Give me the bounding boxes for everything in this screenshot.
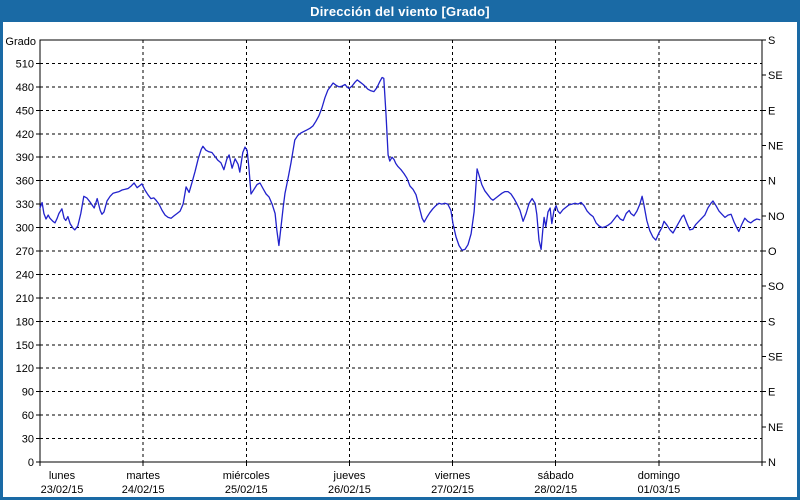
day-date-label: 28/02/15 — [534, 484, 577, 496]
y-tick-label: 240 — [16, 269, 34, 281]
y-tick-label: 210 — [16, 293, 34, 305]
y-tick-label: 90 — [22, 387, 34, 399]
y-tick-label: 300 — [16, 223, 34, 235]
compass-tick-label: SE — [768, 352, 783, 364]
compass-tick-label: S — [768, 316, 775, 328]
compass-tick-label: SO — [768, 281, 784, 293]
day-date-label: 23/02/15 — [41, 484, 84, 496]
compass-tick-label: N — [768, 176, 776, 188]
compass-tick-label: O — [768, 246, 777, 258]
day-name-label: miércoles — [223, 470, 271, 482]
compass-tick-label: E — [768, 105, 775, 117]
y-tick-label: 270 — [16, 246, 34, 258]
day-date-label: 27/02/15 — [431, 484, 474, 496]
compass-tick-label: NE — [768, 141, 783, 153]
y-tick-label: 450 — [16, 105, 34, 117]
day-name-label: lunes — [49, 470, 76, 482]
compass-tick-label: NO — [768, 211, 785, 223]
y-tick-label: 180 — [16, 316, 34, 328]
day-date-label: 24/02/15 — [122, 484, 165, 496]
day-name-label: domingo — [638, 470, 680, 482]
day-date-label: 01/03/15 — [637, 484, 680, 496]
compass-tick-label: N — [768, 457, 776, 469]
y-tick-label: 360 — [16, 176, 34, 188]
y-tick-label: 420 — [16, 129, 34, 141]
y-axis-title: Grado — [5, 36, 36, 48]
y-tick-label: 60 — [22, 410, 34, 422]
y-tick-label: 30 — [22, 434, 34, 446]
day-name-label: martes — [126, 470, 160, 482]
compass-tick-label: SE — [768, 70, 783, 82]
day-name-label: sábado — [538, 470, 574, 482]
wind-direction-series — [39, 76, 761, 251]
chart-title: Dirección del viento [Grado] — [310, 3, 490, 19]
y-tick-label: 150 — [16, 340, 34, 352]
y-tick-label: 120 — [16, 363, 34, 375]
y-tick-label: 0 — [28, 457, 34, 469]
day-date-label: 26/02/15 — [328, 484, 371, 496]
y-tick-label: 330 — [16, 199, 34, 211]
day-name-label: jueves — [333, 470, 366, 482]
compass-tick-label: NE — [768, 422, 783, 434]
y-tick-label: 480 — [16, 82, 34, 94]
day-name-label: viernes — [435, 470, 471, 482]
title-bar: Dirección del viento [Grado] — [3, 3, 797, 22]
y-tick-label: 390 — [16, 152, 34, 164]
compass-tick-label: E — [768, 387, 775, 399]
compass-tick-label: S — [768, 35, 775, 47]
y-tick-label: 510 — [16, 58, 34, 70]
day-date-label: 25/02/15 — [225, 484, 268, 496]
